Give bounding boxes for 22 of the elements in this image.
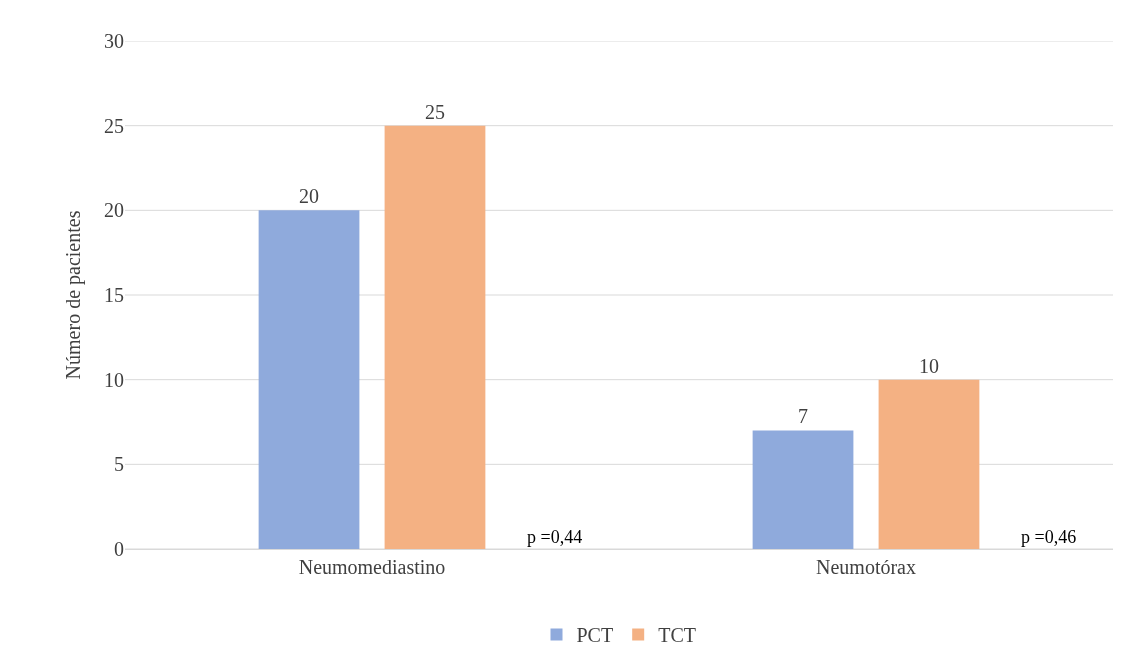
legend-label: PCT	[576, 624, 614, 647]
y-tick-label: 10	[104, 368, 124, 391]
bar	[752, 430, 854, 549]
y-tick-label: 30	[104, 30, 124, 52]
legend-label: TCT	[658, 624, 696, 647]
data-label: 20	[299, 185, 320, 208]
data-label: 25	[424, 100, 445, 123]
x-tick-label: Neumomediastino	[298, 556, 446, 578]
bar	[258, 210, 360, 549]
x-tick-label: Neumotórax	[816, 556, 916, 578]
annotation: p =0,44	[527, 527, 583, 547]
y-axis-title: Número de pacientes	[61, 210, 85, 380]
annotation: p =0,46	[1021, 527, 1077, 547]
y-tick-label: 20	[104, 199, 124, 222]
y-tick-label: 5	[114, 453, 124, 476]
bar	[878, 379, 980, 549]
y-tick-label: 15	[104, 284, 124, 306]
y-tick-label: 0	[114, 538, 124, 560]
data-label: 10	[918, 354, 939, 377]
bar	[384, 125, 486, 549]
data-label: 7	[798, 405, 809, 428]
y-tick-label: 25	[104, 114, 124, 137]
